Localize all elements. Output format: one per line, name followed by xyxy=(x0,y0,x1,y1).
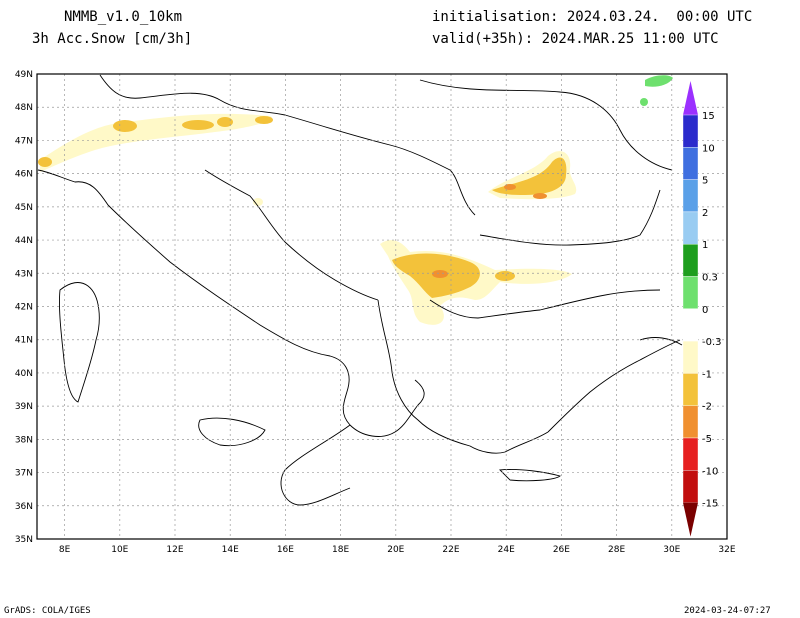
colorbar-label: 15 xyxy=(702,111,715,122)
colorbar-segment xyxy=(682,114,699,148)
snow-north-positive xyxy=(640,75,673,106)
colorbar-segment xyxy=(682,276,699,309)
colorbar-segment xyxy=(682,470,699,503)
colorbar-top-arrow xyxy=(683,81,698,115)
lat-label: 41N xyxy=(15,336,33,346)
latitude-labels: 49N 48N 47N 46N 45N 44N 43N 42N 41N 40N 39N 38N 37N 3… xyxy=(15,70,33,545)
colorbar: 15 10 5 2 1 0.3 0 -0.3 -1 -2 -5 -10 -15 xyxy=(682,81,722,537)
colorbar-label: -10 xyxy=(702,466,718,477)
colorbar-segment xyxy=(682,243,699,277)
lon-label: 28E xyxy=(608,545,625,555)
lat-label: 37N xyxy=(15,469,33,479)
lon-label: 30E xyxy=(663,545,680,555)
lat-label: 40N xyxy=(15,369,33,379)
lon-label: 18E xyxy=(332,545,349,555)
lon-label: 8E xyxy=(59,545,71,555)
lat-label: 39N xyxy=(15,402,33,412)
colorbar-label: -1 xyxy=(702,369,712,380)
colorbar-segment xyxy=(682,308,699,342)
lat-label: 45N xyxy=(15,203,33,213)
graticule xyxy=(37,74,728,539)
colorbar-segment xyxy=(682,179,699,213)
colorbar-label: -2 xyxy=(702,402,712,413)
lon-label: 24E xyxy=(498,545,515,555)
lon-label: 16E xyxy=(277,545,294,555)
colorbar-label: 10 xyxy=(702,143,715,154)
lat-label: 49N xyxy=(15,70,33,80)
colorbar-segment xyxy=(682,340,699,374)
grads-credit: GrADS: COLA/IGES xyxy=(4,606,91,616)
lon-label: 32E xyxy=(718,545,735,555)
longitude-labels: 8E 10E 12E 14E 16E 18E 20E 22E 24E 26E 28E 30E 32E xyxy=(59,545,736,555)
snow-alps xyxy=(38,113,273,172)
snow-balkans xyxy=(253,198,572,325)
colorbar-label: -0.3 xyxy=(702,337,722,348)
colorbar-label: 0 xyxy=(702,305,708,316)
coastlines xyxy=(37,74,683,506)
map-frame xyxy=(36,73,728,540)
lat-label: 35N xyxy=(15,535,33,545)
lat-label: 44N xyxy=(15,236,33,246)
lon-label: 14E xyxy=(222,545,239,555)
colorbar-label: 5 xyxy=(702,176,708,187)
colorbar-bottom-arrow xyxy=(683,502,698,537)
lat-label: 46N xyxy=(15,170,33,180)
lon-label: 22E xyxy=(442,545,459,555)
colorbar-segment xyxy=(682,437,699,471)
snow-field-layer xyxy=(38,75,673,325)
colorbar-segment xyxy=(682,373,699,406)
lon-label: 26E xyxy=(553,545,570,555)
lat-label: 48N xyxy=(15,103,33,113)
model-name: NMMB_v1.0_10km xyxy=(64,9,183,25)
colorbar-label: -15 xyxy=(702,499,718,510)
colorbar-label: 0.3 xyxy=(702,273,718,284)
colorbar-label: 2 xyxy=(702,208,708,219)
colorbar-label: -5 xyxy=(702,434,712,445)
lon-label: 20E xyxy=(387,545,404,555)
colorbar-label: 1 xyxy=(702,240,708,251)
lat-label: 43N xyxy=(15,269,33,279)
lat-label: 38N xyxy=(15,435,33,445)
init-time: initialisation: 2024.03.24. 00:00 UTC xyxy=(432,9,753,25)
colorbar-segment xyxy=(682,147,699,180)
lat-label: 47N xyxy=(15,136,33,146)
lat-label: 42N xyxy=(15,303,33,313)
render-timestamp: 2024-03-24-07:27 xyxy=(684,606,771,616)
variable-label: 3h Acc.Snow [cm/3h] xyxy=(32,31,193,47)
colorbar-segment xyxy=(682,405,699,439)
lat-label: 36N xyxy=(15,502,33,512)
snow-carpathians xyxy=(488,151,577,200)
lon-label: 12E xyxy=(166,545,183,555)
lon-label: 10E xyxy=(111,545,128,555)
colorbar-segment xyxy=(682,211,699,245)
valid-time: valid(+35h): 2024.MAR.25 11:00 UTC xyxy=(432,31,719,47)
